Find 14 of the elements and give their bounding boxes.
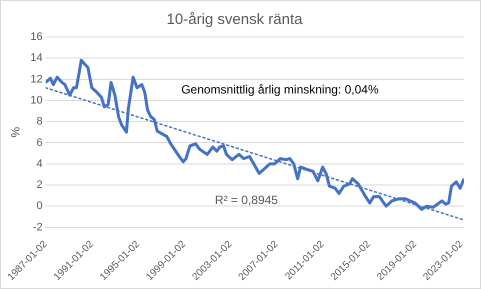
- y-tick-label: 8: [36, 116, 43, 128]
- y-tick-label: -2: [32, 221, 43, 234]
- chart-title: 10-årig svensk ränta: [166, 11, 304, 28]
- annotation: Genomsnittlig årlig minskning: 0,04%: [181, 82, 379, 97]
- y-tick-label: 4: [36, 158, 43, 170]
- y-tick-label: 14: [30, 52, 43, 64]
- y-axis-title: %: [8, 126, 23, 138]
- y-tick-label: 6: [36, 136, 43, 149]
- annotation: R² = 0,8945: [214, 193, 278, 208]
- y-tick-label: 10: [30, 94, 43, 106]
- y-tick-label: 16: [30, 31, 43, 44]
- y-tick-label: 0: [36, 200, 43, 212]
- y-tick-label: 12: [30, 73, 43, 86]
- y-tick-label: 2: [36, 179, 43, 192]
